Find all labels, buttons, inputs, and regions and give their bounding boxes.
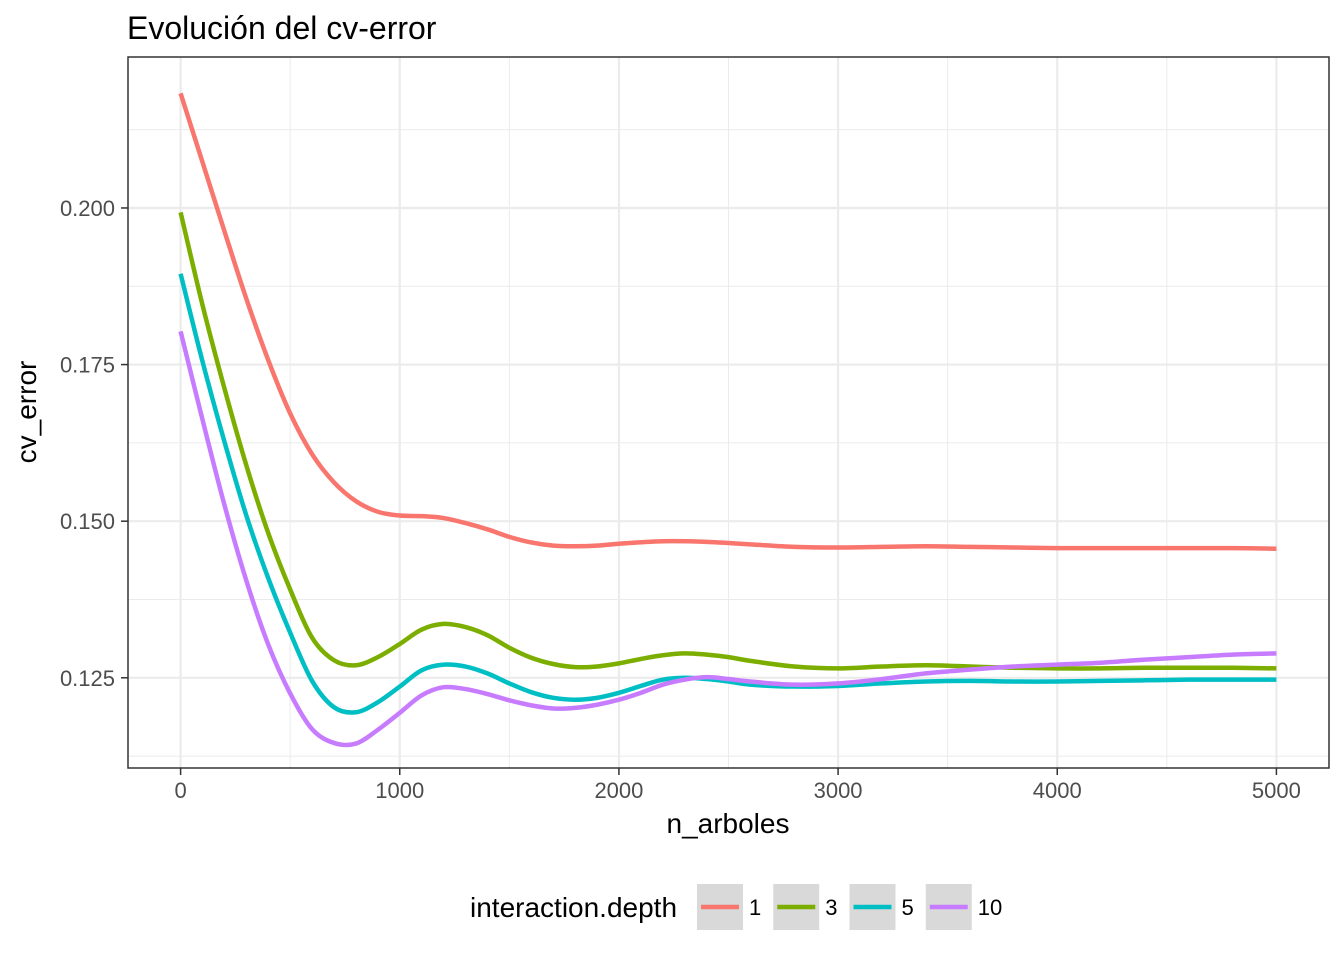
x-tick-label: 0	[174, 778, 186, 803]
legend-item-5: 5	[849, 884, 914, 930]
legend-label: 10	[978, 895, 1002, 920]
legend: interaction.depth 1 3 5 10	[470, 884, 1002, 930]
x-axis-title: n_arboles	[667, 808, 790, 839]
panel-border	[127, 56, 1330, 769]
y-tick-label: 0.150	[60, 509, 115, 534]
y-tick-label: 0.200	[60, 196, 115, 221]
series-line-10	[178, 330, 1277, 748]
legend-label: 1	[749, 895, 761, 920]
chart-title: Evolución del cv-error	[127, 10, 437, 46]
legend-item-3: 3	[773, 884, 838, 930]
y-axis-title: cv_error	[11, 361, 42, 464]
legend-items: 1 3 5 10	[697, 884, 1002, 930]
y-axis: 0.125 0.150 0.175 0.200	[60, 196, 128, 691]
legend-item-1: 1	[697, 884, 761, 930]
major-gridlines	[128, 57, 1329, 768]
y-tick-label: 0.125	[60, 666, 115, 691]
x-tick-label: 5000	[1252, 778, 1301, 803]
x-tick-label: 1000	[375, 778, 424, 803]
legend-label: 5	[902, 895, 914, 920]
x-tick-label: 2000	[594, 778, 643, 803]
x-tick-label: 3000	[814, 778, 863, 803]
x-axis: 0 1000 2000 3000 4000 5000	[174, 768, 1301, 803]
y-tick-label: 0.175	[60, 353, 115, 378]
x-tick-label: 4000	[1033, 778, 1082, 803]
series-line-5	[178, 273, 1277, 715]
legend-item-10: 10	[925, 884, 1002, 930]
series-line-1	[178, 92, 1277, 551]
minor-gridlines	[128, 57, 1329, 768]
plot-panel	[127, 56, 1330, 769]
legend-title: interaction.depth	[470, 892, 677, 923]
legend-label: 3	[825, 895, 837, 920]
series-lines	[178, 92, 1277, 748]
